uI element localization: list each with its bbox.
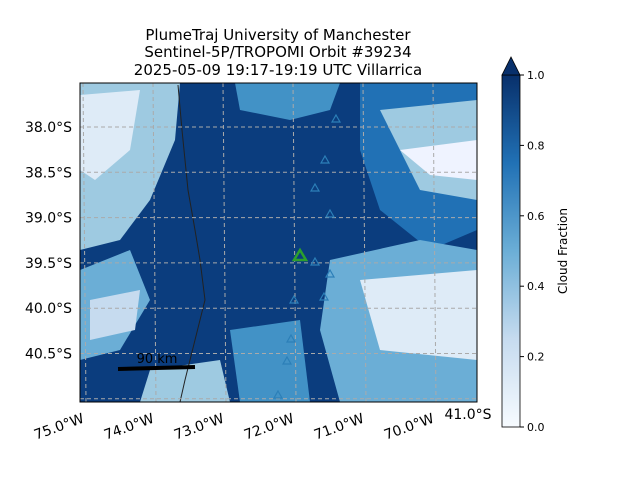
colorbar-tick-label: 0.0 (527, 421, 545, 434)
colorbar-extension (501, 56, 521, 76)
scale-bar (117, 365, 196, 371)
lat-tick-label: 40.5°S (25, 347, 72, 363)
lat-tick-label: 40.0°S (25, 301, 72, 317)
colorbar (501, 74, 521, 428)
colorbar-tick-label: 0.2 (527, 351, 545, 364)
lon-tick-label: 73.0°W (172, 411, 226, 444)
colorbar-tick-label: 1.0 (527, 69, 545, 82)
lon-tick-label: 74.0°W (102, 411, 156, 444)
title-line: 2025-05-09 19:17-19:19 UTC Villarrica (134, 61, 422, 79)
colorbar-label: Cloud Fraction (556, 208, 570, 294)
lat-tick-label: 39.5°S (25, 256, 72, 272)
lon-tick-label: 75.0°W (32, 411, 86, 444)
cloud-field (80, 83, 477, 402)
map-frame (79, 82, 478, 403)
lat-tick-label: 41.0°S (444, 407, 491, 423)
volcano-markers (272, 113, 342, 399)
lon-tick-label: 72.0°W (242, 411, 296, 444)
colorbar-tick-label: 0.8 (527, 139, 545, 152)
lon-tick-label: 70.0°W (382, 411, 436, 444)
lon-tick-label: 71.0°W (312, 411, 366, 444)
title-line: PlumeTraj University of Manchester (145, 26, 411, 44)
target-volcano (291, 247, 309, 262)
scale-label: 90 km (137, 352, 178, 367)
title-line: Sentinel-5P/TROPOMI Orbit #39234 (144, 43, 411, 61)
colorbar-tick-label: 0.6 (527, 210, 545, 223)
lat-tick-label: 38.0°S (25, 120, 72, 136)
lat-tick-label: 38.5°S (25, 165, 72, 181)
lat-tick-label: 39.0°S (25, 211, 72, 227)
colorbar-tick-label: 0.4 (527, 280, 545, 293)
